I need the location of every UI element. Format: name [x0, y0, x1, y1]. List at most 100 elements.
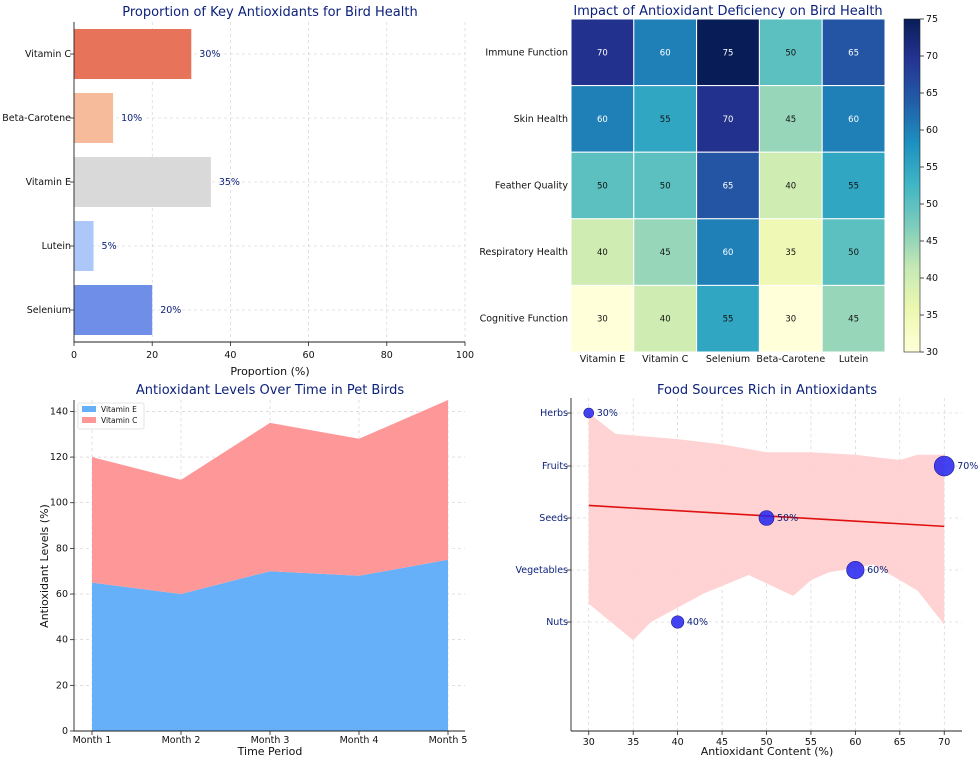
area-series: [92, 559, 448, 731]
heatmap-cell: [821, 284, 886, 353]
y-tick-label: Selenium: [27, 305, 71, 316]
heatmap-cell-label: 55: [848, 182, 859, 192]
x-tick-label: 55: [805, 737, 817, 748]
heatmap-cell-label: 45: [848, 315, 859, 325]
scatter-point: [671, 615, 685, 629]
x-tick-label: 65: [894, 737, 906, 748]
heatmap-row-label: Skin Health: [514, 114, 568, 125]
y-tick-label: 100: [50, 498, 68, 509]
area-chart-xlabel: Time Period: [237, 745, 303, 758]
heatmap-cell: [570, 85, 635, 153]
x-tick-label: 60: [849, 737, 861, 748]
y-tick-label: 120: [50, 452, 68, 463]
scatter-point: [583, 407, 595, 419]
colorbar-tick-label: 60: [926, 125, 938, 136]
heatmap-cell: [696, 151, 760, 220]
scatter-point: [758, 510, 775, 526]
y-tick-label: 60: [56, 589, 68, 600]
bar-chart-xlabel: Proportion (%): [230, 365, 309, 378]
heatmap-cell-label: 45: [785, 115, 796, 125]
heatmap-cell-label: 70: [597, 48, 608, 58]
heatmap-column-label: Vitamin C: [642, 354, 688, 365]
y-tick-label: 20: [56, 680, 68, 691]
x-tick-label: 50: [760, 737, 772, 748]
heatmap-cell-label: 75: [723, 48, 734, 58]
x-tick-label: Month 5: [429, 735, 468, 746]
heatmap-cell-label: 65: [848, 48, 859, 58]
heatmap-cell-label: 60: [660, 48, 671, 58]
heatmap-cell-label: 50: [660, 182, 671, 192]
y-tick-label: Vitamin C: [25, 49, 71, 60]
x-tick-label: Month 3: [251, 735, 290, 746]
x-tick-label: 0: [71, 350, 77, 361]
heatmap-cell-label: 50: [597, 182, 608, 192]
heatmap-cell-label: 30: [597, 315, 608, 325]
y-tick-label: 0: [62, 726, 68, 737]
heatmap-cell-label: 60: [848, 115, 859, 125]
area-chart-panel: Antioxidant Levels Over Time in Pet Bird…: [38, 383, 467, 758]
legend-swatch: [82, 406, 96, 412]
heatmap-cell-label: 55: [723, 315, 734, 325]
scatter-point: [846, 560, 865, 580]
heatmap-cell-label: 60: [597, 115, 608, 125]
colorbar: [903, 18, 921, 353]
bar: [74, 285, 153, 335]
heatmap-cell: [633, 218, 698, 286]
y-tick-label: Nuts: [546, 617, 568, 628]
colorbar-tick-label: 55: [926, 162, 938, 173]
heatmap-column-label: Vitamin E: [580, 354, 625, 365]
x-tick-label: 35: [627, 737, 639, 748]
heatmap-row-label: Immune Function: [485, 47, 568, 58]
x-tick-label: 100: [456, 350, 474, 361]
x-tick-label: 30: [583, 737, 595, 748]
point-label: 50%: [777, 513, 798, 524]
heatmap-cell: [758, 284, 823, 353]
heatmap-column-label: Beta-Carotene: [756, 354, 825, 365]
heatmap-cell: [570, 218, 635, 286]
heatmap-cell: [570, 284, 635, 353]
heatmap-cell: [821, 151, 886, 220]
y-tick-label: Seeds: [539, 513, 568, 524]
area-chart-title: Antioxidant Levels Over Time in Pet Bird…: [136, 383, 404, 398]
heatmap-cell: [696, 284, 760, 353]
bar-value-label: 35%: [219, 177, 240, 188]
scatter-xlabel: Antioxidant Content (%): [701, 745, 834, 758]
y-tick-label: Vegetables: [516, 565, 569, 576]
y-tick-label: Vitamin E: [26, 177, 71, 188]
x-tick-label: 40: [224, 350, 236, 361]
heatmap-title: Impact of Antioxidant Deficiency on Bird…: [573, 4, 882, 19]
heatmap-cell-label: 40: [660, 315, 671, 325]
x-tick-label: 60: [303, 350, 315, 361]
heatmap-cell-label: 45: [660, 248, 671, 258]
scatter-title: Food Sources Rich in Antioxidants: [657, 383, 877, 398]
heatmap-cell-label: 40: [597, 248, 608, 258]
heatmap-cell: [821, 85, 886, 153]
bar: [74, 221, 94, 271]
confidence-band: [588, 413, 945, 641]
x-tick-label: 45: [716, 737, 728, 748]
y-tick-label: Beta-Carotene: [2, 113, 71, 124]
colorbar-tick-label: 65: [926, 88, 938, 99]
y-tick-label: Fruits: [542, 461, 568, 472]
area-series: [92, 400, 448, 595]
y-tick-label: Lutein: [42, 241, 71, 252]
heatmap-cell-label: 65: [723, 182, 734, 192]
bar: [74, 157, 211, 207]
heatmap-cell-label: 40: [785, 182, 796, 192]
bar-value-label: 20%: [160, 305, 181, 316]
bar-value-label: 10%: [121, 113, 142, 124]
heatmap-column-label: Selenium: [706, 354, 750, 365]
bar-value-label: 5%: [102, 241, 117, 252]
colorbar-tick-label: 45: [926, 236, 938, 247]
heatmap-column-label: Lutein: [839, 354, 868, 365]
scatter-panel: Food Sources Rich in Antioxidants Antiox…: [516, 383, 979, 758]
legend-swatch: [82, 417, 96, 423]
heatmap-cell-label: 55: [660, 115, 671, 125]
heatmap-cell: [758, 151, 823, 220]
colorbar-tick-label: 70: [926, 51, 938, 62]
point-label: 70%: [957, 461, 978, 472]
x-tick-label: 80: [381, 350, 393, 361]
heatmap-cell: [633, 151, 698, 220]
heatmap-cell: [758, 218, 823, 286]
